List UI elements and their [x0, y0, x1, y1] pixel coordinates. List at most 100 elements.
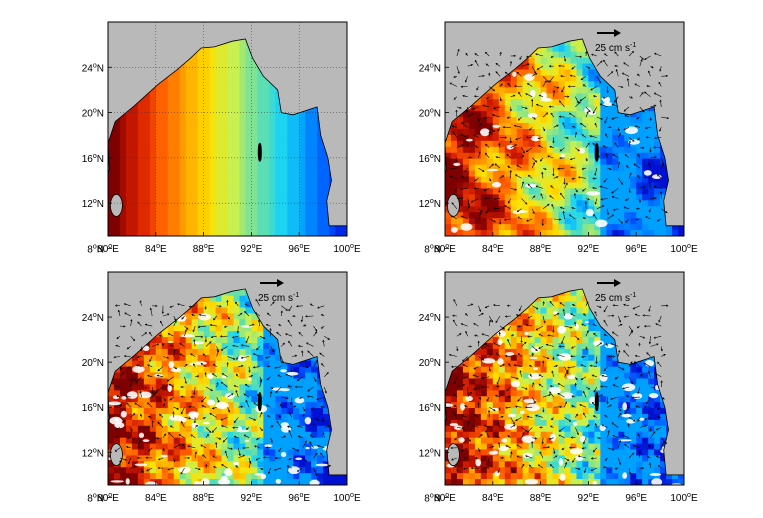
velocity-vector	[272, 301, 275, 304]
velocity-vector	[128, 457, 131, 464]
velocity-vector	[506, 116, 510, 119]
velocity-vector	[452, 411, 455, 414]
velocity-vector	[460, 215, 464, 218]
velocity-vector	[578, 176, 587, 179]
velocity-vector	[599, 305, 602, 308]
velocity-vector	[173, 460, 176, 463]
velocity-vector	[130, 319, 132, 327]
velocity-vector	[538, 137, 544, 139]
degree-symbol: o	[430, 62, 434, 69]
velocity-vector	[288, 340, 291, 344]
velocity-vector	[199, 314, 207, 317]
velocity-vector	[499, 51, 502, 55]
velocity-vector	[456, 110, 458, 118]
velocity-vector	[265, 446, 269, 449]
velocity-vector	[454, 376, 458, 384]
velocity-vector	[586, 330, 589, 333]
velocity-vector	[618, 366, 625, 371]
velocity-vector	[561, 86, 565, 93]
velocity-vector	[538, 94, 542, 97]
velocity-vector	[572, 457, 576, 463]
velocity-vector	[216, 382, 219, 388]
velocity-vector	[579, 99, 583, 102]
velocity-vector	[654, 335, 662, 339]
velocity-vector	[195, 335, 203, 338]
velocity-vector	[211, 407, 215, 410]
velocity-vector	[654, 372, 657, 375]
velocity-vector	[569, 74, 573, 77]
velocity-vector	[126, 402, 129, 405]
x-tick-label: 80oE	[434, 243, 456, 255]
velocity-vector	[223, 325, 227, 328]
velocity-vector	[625, 343, 630, 347]
velocity-vector	[564, 369, 569, 377]
velocity-vector	[124, 312, 127, 315]
velocity-vector	[465, 52, 468, 56]
velocity-vector	[453, 299, 458, 306]
velocity-vector	[291, 406, 296, 408]
velocity-vector	[562, 210, 565, 214]
velocity-vector	[486, 399, 489, 402]
velocity-vector	[581, 134, 587, 138]
velocity-vector	[531, 208, 535, 214]
velocity-vector	[654, 372, 662, 378]
velocity-vector	[473, 323, 476, 326]
velocity-vector	[648, 462, 652, 465]
velocity-vector	[461, 122, 468, 128]
velocity-vector	[550, 112, 554, 118]
velocity-vector	[560, 147, 565, 152]
velocity-vector	[622, 72, 630, 77]
velocity-vector	[571, 395, 574, 398]
velocity-vector	[656, 406, 662, 410]
velocity-vector	[478, 449, 481, 453]
hemisphere-letter: N	[97, 154, 104, 165]
scale-label-exponent: -1	[293, 292, 299, 299]
degree-symbol: o	[589, 492, 593, 499]
velocity-vector	[666, 304, 669, 307]
velocity-vector	[592, 402, 598, 408]
velocity-vector	[653, 185, 657, 189]
velocity-vector	[456, 197, 463, 199]
velocity-vector	[639, 92, 644, 97]
velocity-vector	[209, 430, 212, 433]
velocity-vector	[549, 425, 553, 428]
velocity-vector	[245, 336, 250, 343]
velocity-vector	[237, 326, 239, 334]
velocity-vector	[450, 215, 453, 218]
velocity-vector	[591, 374, 595, 377]
velocity-vector	[605, 133, 608, 136]
velocity-vector	[240, 312, 243, 315]
velocity-vector	[650, 431, 656, 438]
velocity-vector	[307, 350, 310, 353]
velocity-vector	[474, 60, 479, 67]
velocity-vector	[253, 402, 260, 408]
velocity-vector	[507, 165, 510, 168]
velocity-vector	[222, 373, 228, 378]
velocity-vector	[293, 314, 296, 318]
velocity-vector	[474, 53, 477, 56]
velocity-vector	[561, 341, 564, 345]
velocity-vector	[520, 340, 523, 344]
velocity-vector	[209, 413, 212, 416]
velocity-vector	[607, 404, 612, 408]
velocity-vector	[552, 330, 555, 333]
velocity-vector	[618, 349, 621, 353]
velocity-vector	[547, 203, 550, 206]
velocity-vector	[628, 140, 631, 148]
velocity-vector	[620, 323, 623, 326]
velocity-vector	[637, 417, 641, 422]
hemisphere-letter: E	[354, 493, 361, 504]
velocity-vector	[130, 336, 135, 341]
velocity-vector	[517, 325, 520, 328]
velocity-vector	[452, 314, 455, 317]
velocity-vector	[201, 396, 207, 403]
velocity-vector	[212, 373, 215, 376]
velocity-vector	[624, 114, 630, 118]
y-tick-label: 12oN	[82, 198, 104, 210]
velocity-vector	[193, 386, 196, 395]
velocity-vector	[507, 325, 511, 331]
velocity-vector	[497, 422, 501, 428]
velocity-vector	[449, 82, 458, 87]
velocity-vector	[525, 455, 533, 459]
velocity-vector	[489, 127, 495, 132]
